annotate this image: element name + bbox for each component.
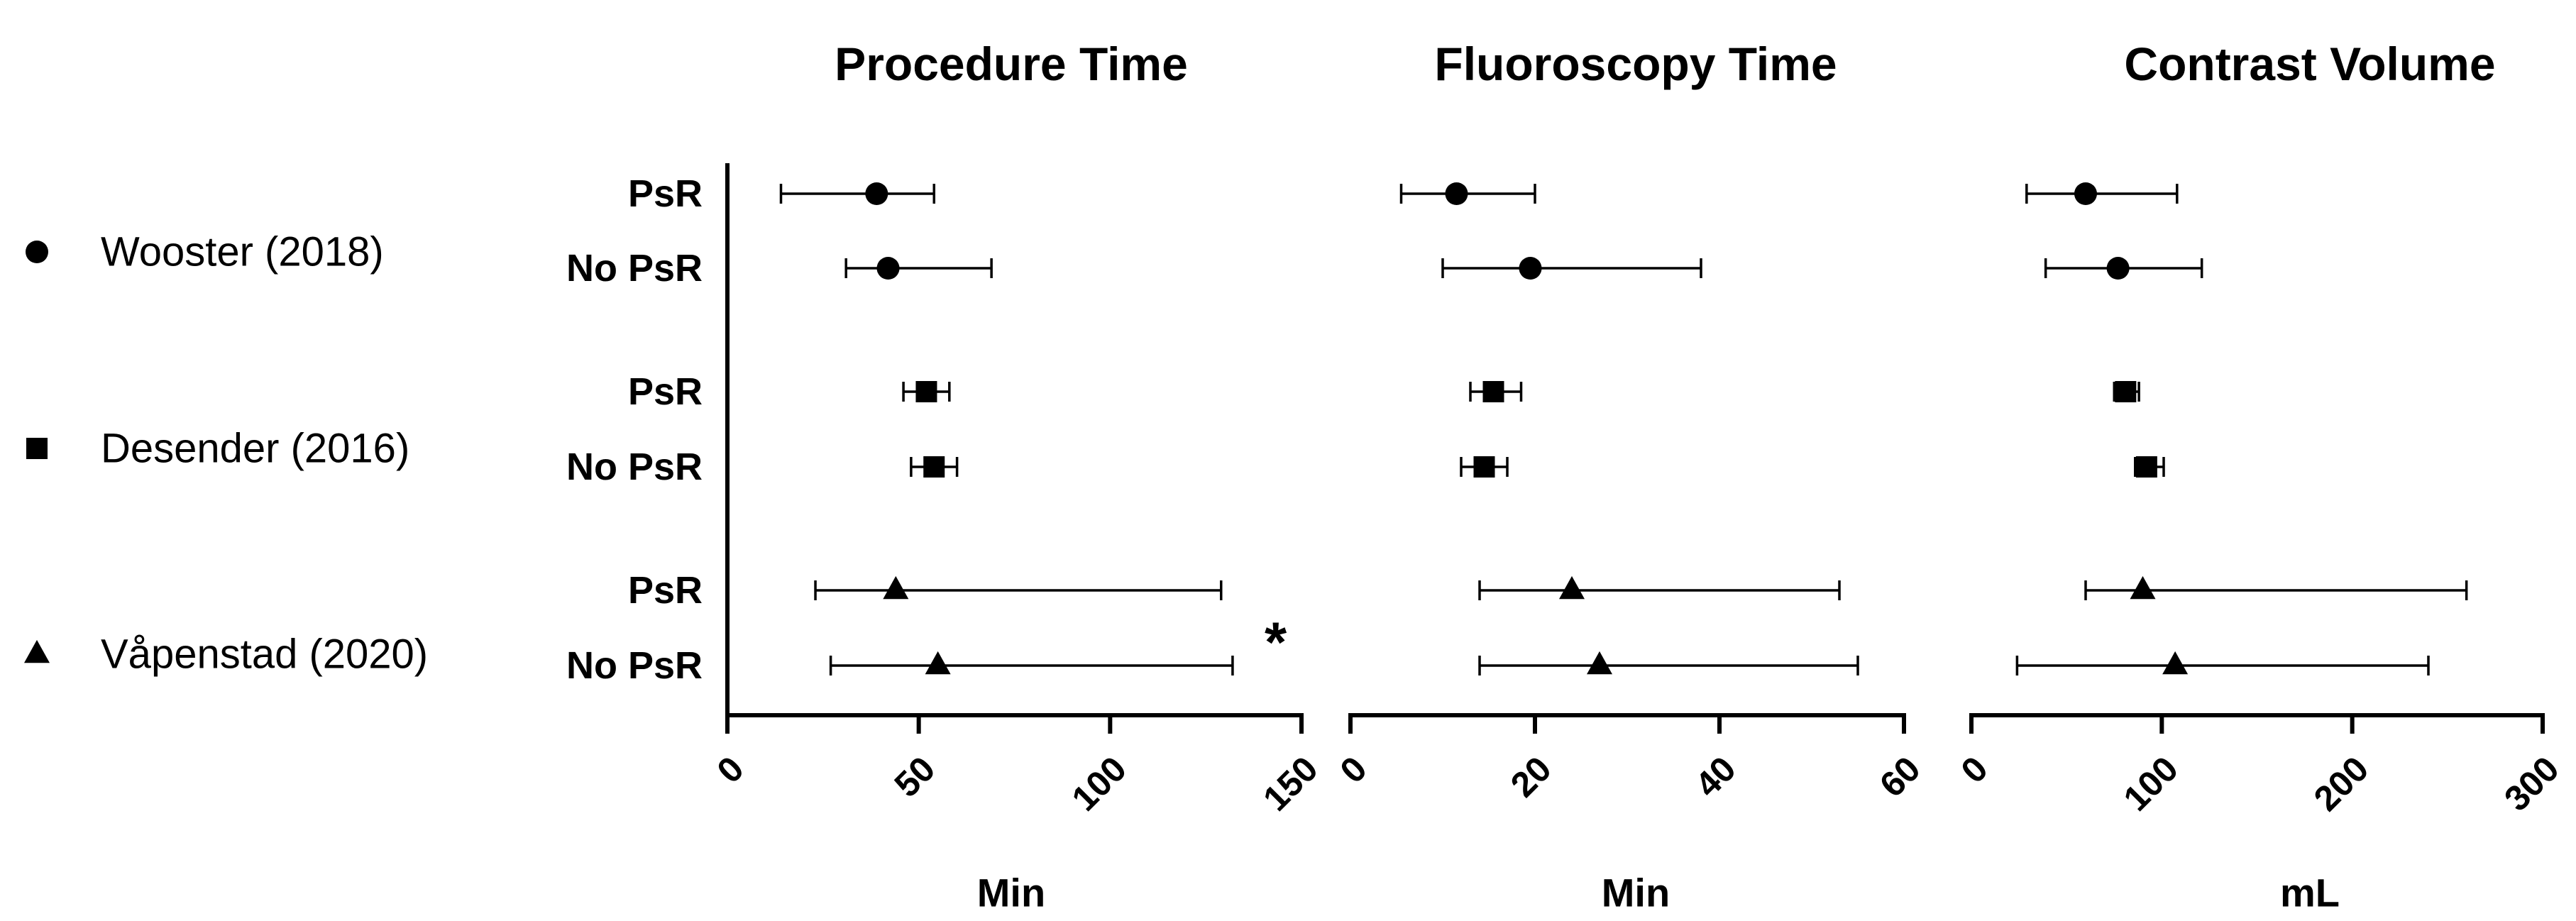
tick-label: 20	[1503, 749, 1559, 805]
legend-label: Desender (2016)	[101, 426, 409, 472]
legend-item: Wooster (2018)	[26, 229, 384, 275]
panel-title: Contrast Volume	[2124, 38, 2495, 90]
point-marker	[923, 456, 945, 478]
data-point	[814, 575, 1223, 600]
x-axis-label: Min	[1602, 871, 1670, 915]
point-marker	[2115, 381, 2137, 402]
tick-label: 60	[1872, 749, 1928, 805]
data-point	[1441, 257, 1702, 280]
row-label: PsR	[628, 172, 703, 215]
legend-marker-circle	[26, 241, 48, 263]
legend-label: Wooster (2018)	[101, 229, 384, 275]
row-label: No PsR	[566, 247, 703, 289]
tick-label: 300	[2497, 749, 2567, 819]
point-marker	[865, 182, 888, 205]
point-marker	[876, 257, 900, 280]
error-bar	[1478, 580, 1841, 600]
panel-title: Procedure Time	[835, 38, 1188, 90]
point-marker	[2106, 257, 2130, 280]
tick-label: 100	[1064, 749, 1135, 819]
point-marker	[2074, 182, 2097, 205]
point-marker	[1519, 257, 1542, 280]
row-label: No PsR	[566, 446, 703, 488]
data-point	[1478, 651, 1859, 675]
panel-procedure-time: Procedure Time 0 50 100 150 Min *	[710, 38, 1326, 915]
x-axis-label: Min	[977, 871, 1045, 915]
data-point	[1399, 182, 1536, 205]
legend-label: Våpenstad (2020)	[101, 632, 428, 678]
legend-item: Desender (2016)	[26, 426, 409, 472]
data-point	[2113, 381, 2140, 402]
point-marker	[925, 651, 951, 675]
row-label: No PsR	[566, 644, 703, 687]
data-point	[910, 456, 959, 478]
error-bar	[2015, 656, 2430, 675]
point-marker	[1559, 575, 1585, 600]
data-point	[1460, 456, 1509, 478]
data-point	[2015, 651, 2430, 675]
error-bar	[1478, 656, 1859, 675]
tick-label: 40	[1688, 749, 1744, 805]
point-marker	[2162, 651, 2189, 675]
significance-annotation: *	[1265, 611, 1287, 674]
legend-marker-triangle	[24, 639, 50, 663]
data-point	[1478, 575, 1841, 600]
error-bar	[829, 656, 1234, 675]
axis	[725, 163, 1304, 717]
point-marker	[1482, 381, 1504, 402]
data-point	[844, 257, 993, 280]
point-marker	[1473, 456, 1495, 478]
error-bar	[2025, 184, 2179, 204]
data-point	[779, 182, 935, 205]
tick-label: 50	[887, 749, 943, 805]
panels: Procedure Time 0 50 100 150 Min * Fluoroscopy T…	[710, 38, 2567, 915]
error-bar	[814, 580, 1223, 600]
data-point	[2044, 257, 2203, 280]
row-labels: PsR No PsR PsR No PsR PsR No PsR	[566, 172, 703, 687]
error-bar	[779, 184, 935, 204]
row-label: PsR	[628, 569, 703, 612]
tick-label: 0	[710, 749, 752, 790]
tick-label: 0	[1954, 749, 1996, 790]
point-marker	[1445, 182, 1468, 205]
panel-title: Fluoroscopy Time	[1434, 38, 1837, 90]
data-point	[902, 381, 951, 402]
tick-label: 200	[2306, 749, 2377, 819]
panel-fluoroscopy-time: Fluoroscopy Time 0 20 40 60 Min	[1333, 38, 1928, 915]
data-point	[2134, 456, 2165, 478]
row-label: PsR	[628, 370, 703, 413]
error-bar	[1441, 258, 1702, 278]
legend-item: Våpenstad (2020)	[24, 632, 428, 678]
tick-label: 100	[2116, 749, 2186, 819]
data-point	[1469, 381, 1523, 402]
error-bar	[844, 258, 993, 278]
tick-label: 150	[1255, 749, 1326, 819]
point-marker	[2130, 575, 2156, 600]
data-point	[2025, 182, 2179, 205]
x-axis-label: mL	[2280, 871, 2340, 915]
legend: Wooster (2018) Desender (2016) Våpenstad (…	[24, 229, 428, 678]
tick-label: 0	[1333, 749, 1375, 790]
point-marker	[2135, 456, 2157, 478]
panel-contrast-volume: Contrast Volume 0 100 200 300 mL	[1954, 38, 2567, 915]
point-marker	[1587, 651, 1612, 675]
legend-marker-square	[26, 438, 48, 459]
point-marker	[883, 575, 909, 600]
error-bar	[1399, 184, 1536, 204]
data-point	[2084, 575, 2468, 600]
data-point	[829, 651, 1234, 675]
point-marker	[915, 381, 937, 402]
